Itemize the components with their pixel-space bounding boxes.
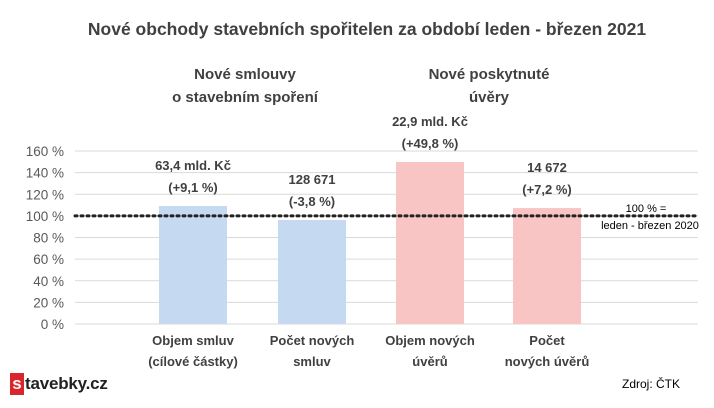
- category-labels: Objem smluv (cílové částky) Počet nových sm…: [148, 333, 589, 369]
- category-label: nových úvěrů: [505, 354, 590, 369]
- data-labels: 63,4 mld. Kč (+9,1 %) 128 671 (-3,8 %) 22,9 …: [155, 114, 572, 209]
- y-tick-label: 140 %: [26, 166, 64, 181]
- group-title-contracts-line2: o stavebním spoření: [172, 89, 319, 106]
- bar: [159, 206, 227, 324]
- y-tick-label: 60 %: [33, 252, 64, 267]
- data-label-change: (+9,1 %): [168, 180, 218, 195]
- reference-label-line1: 100 % =: [626, 203, 667, 215]
- y-tick-label: 40 %: [33, 274, 64, 289]
- data-label: 63,4 mld. Kč: [155, 158, 231, 173]
- bar: [278, 219, 346, 324]
- y-tick-label: 0 %: [41, 317, 64, 332]
- category-label: smluv: [293, 354, 331, 369]
- category-label: Objem nových: [385, 333, 475, 348]
- site-logo[interactable]: s tavebky.cz: [10, 372, 108, 396]
- source-note: Zdroj: ČTK: [622, 376, 680, 391]
- group-title-contracts-line1: Nové smlouvy: [194, 66, 296, 83]
- data-label-change: (-3,8 %): [289, 194, 335, 209]
- bar: [396, 162, 464, 324]
- y-tick-label: 100 %: [26, 209, 64, 224]
- reference-label-line2: leden - březen 2020: [601, 220, 699, 232]
- group-title-loans-line2: úvěry: [469, 89, 510, 106]
- logo-initial: s: [10, 373, 24, 395]
- y-axis-ticks: 0 % 20 % 40 % 60 % 80 % 100 % 120 % 140 % 160 %: [26, 144, 64, 332]
- logo-text: tavebky.cz: [25, 374, 108, 393]
- data-label: 14 672: [527, 160, 567, 175]
- chart-title: Nové obchody stavebních spořitelen za ob…: [88, 19, 646, 39]
- data-label-change: (+49,8 %): [402, 136, 459, 151]
- category-label: Počet: [529, 333, 565, 348]
- group-title-loans-line1: Nové poskytnuté: [429, 66, 550, 83]
- y-tick-label: 160 %: [26, 144, 64, 159]
- category-label: Objem smluv: [152, 333, 234, 348]
- data-label: 22,9 mld. Kč: [392, 114, 468, 129]
- bar: [513, 208, 581, 324]
- y-tick-label: 80 %: [33, 231, 64, 246]
- data-label: 128 671: [289, 172, 336, 187]
- data-label-change: (+7,2 %): [522, 182, 572, 197]
- category-label: (cílové částky): [148, 354, 238, 369]
- y-tick-label: 20 %: [33, 295, 64, 310]
- category-label: Počet nových: [270, 333, 355, 348]
- bars: [159, 162, 581, 324]
- category-label: úvěrů: [412, 354, 447, 369]
- y-tick-label: 120 %: [26, 187, 64, 202]
